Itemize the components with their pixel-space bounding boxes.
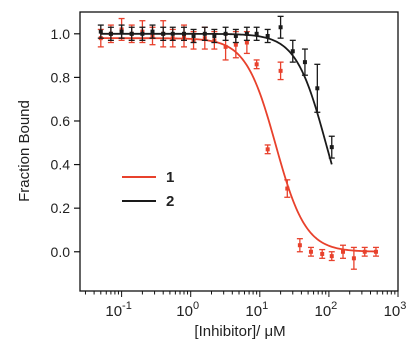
data-point — [308, 249, 313, 254]
legend-label-2: 2 — [166, 193, 174, 210]
data-point — [265, 147, 270, 152]
data-point — [244, 31, 249, 36]
data-point — [161, 31, 166, 36]
data-point — [341, 249, 346, 254]
data-point — [202, 31, 207, 36]
data-point — [223, 44, 228, 49]
data-point — [254, 62, 259, 67]
y-tick-label: 0.0 — [51, 244, 71, 260]
series-1 — [97, 17, 379, 270]
series-layer — [97, 15, 379, 270]
data-point — [233, 33, 238, 38]
data-point — [119, 29, 124, 34]
y-axis-label: Fraction Bound — [16, 100, 33, 202]
data-point — [329, 145, 334, 150]
plot-frame — [79, 11, 399, 292]
y-tick-label: 0.2 — [51, 200, 71, 216]
data-point — [315, 86, 320, 91]
data-point — [278, 68, 283, 73]
x-tick-label: 10-1 — [105, 300, 131, 320]
data-point — [244, 40, 249, 45]
y-tick-label: 1.0 — [51, 26, 71, 42]
data-point — [278, 25, 283, 30]
data-point — [302, 60, 307, 65]
data-point — [351, 256, 356, 261]
series-2 — [97, 15, 335, 165]
x-tick-label: 102 — [314, 300, 337, 320]
data-point — [182, 31, 187, 36]
data-point — [129, 31, 134, 36]
data-point — [108, 31, 113, 36]
data-point — [265, 33, 270, 38]
data-point — [320, 251, 325, 256]
data-point — [254, 31, 259, 36]
y-tick-label: 0.8 — [51, 69, 71, 85]
legend-label-1: 1 — [166, 169, 174, 186]
data-point — [170, 31, 175, 36]
data-point — [150, 29, 155, 34]
data-point — [140, 31, 145, 36]
x-tick-label: 101 — [245, 300, 268, 320]
y-tick-label: 0.6 — [51, 113, 71, 129]
data-point — [223, 31, 228, 36]
data-point — [329, 254, 334, 259]
data-point — [233, 42, 238, 47]
fit-curve-1 — [100, 37, 376, 253]
data-point — [191, 33, 196, 38]
data-point — [212, 33, 217, 38]
axis-layer: 0.0 0.2 0.4 0.6 0.8 1.0 10-1 100 101 102 103 — [51, 26, 407, 320]
data-point — [290, 49, 295, 54]
data-point — [373, 249, 378, 254]
x-tick-label: 100 — [176, 300, 199, 320]
data-point — [285, 186, 290, 191]
data-point — [362, 249, 367, 254]
data-point — [297, 243, 302, 248]
y-tick-label: 0.4 — [51, 157, 71, 173]
fit-curve-2 — [100, 32, 333, 165]
x-tick-label: 103 — [384, 300, 407, 320]
x-axis-label: [Inhibitor]/ μM — [194, 323, 285, 340]
data-point — [98, 29, 103, 34]
legend: 1 2 — [122, 169, 174, 210]
